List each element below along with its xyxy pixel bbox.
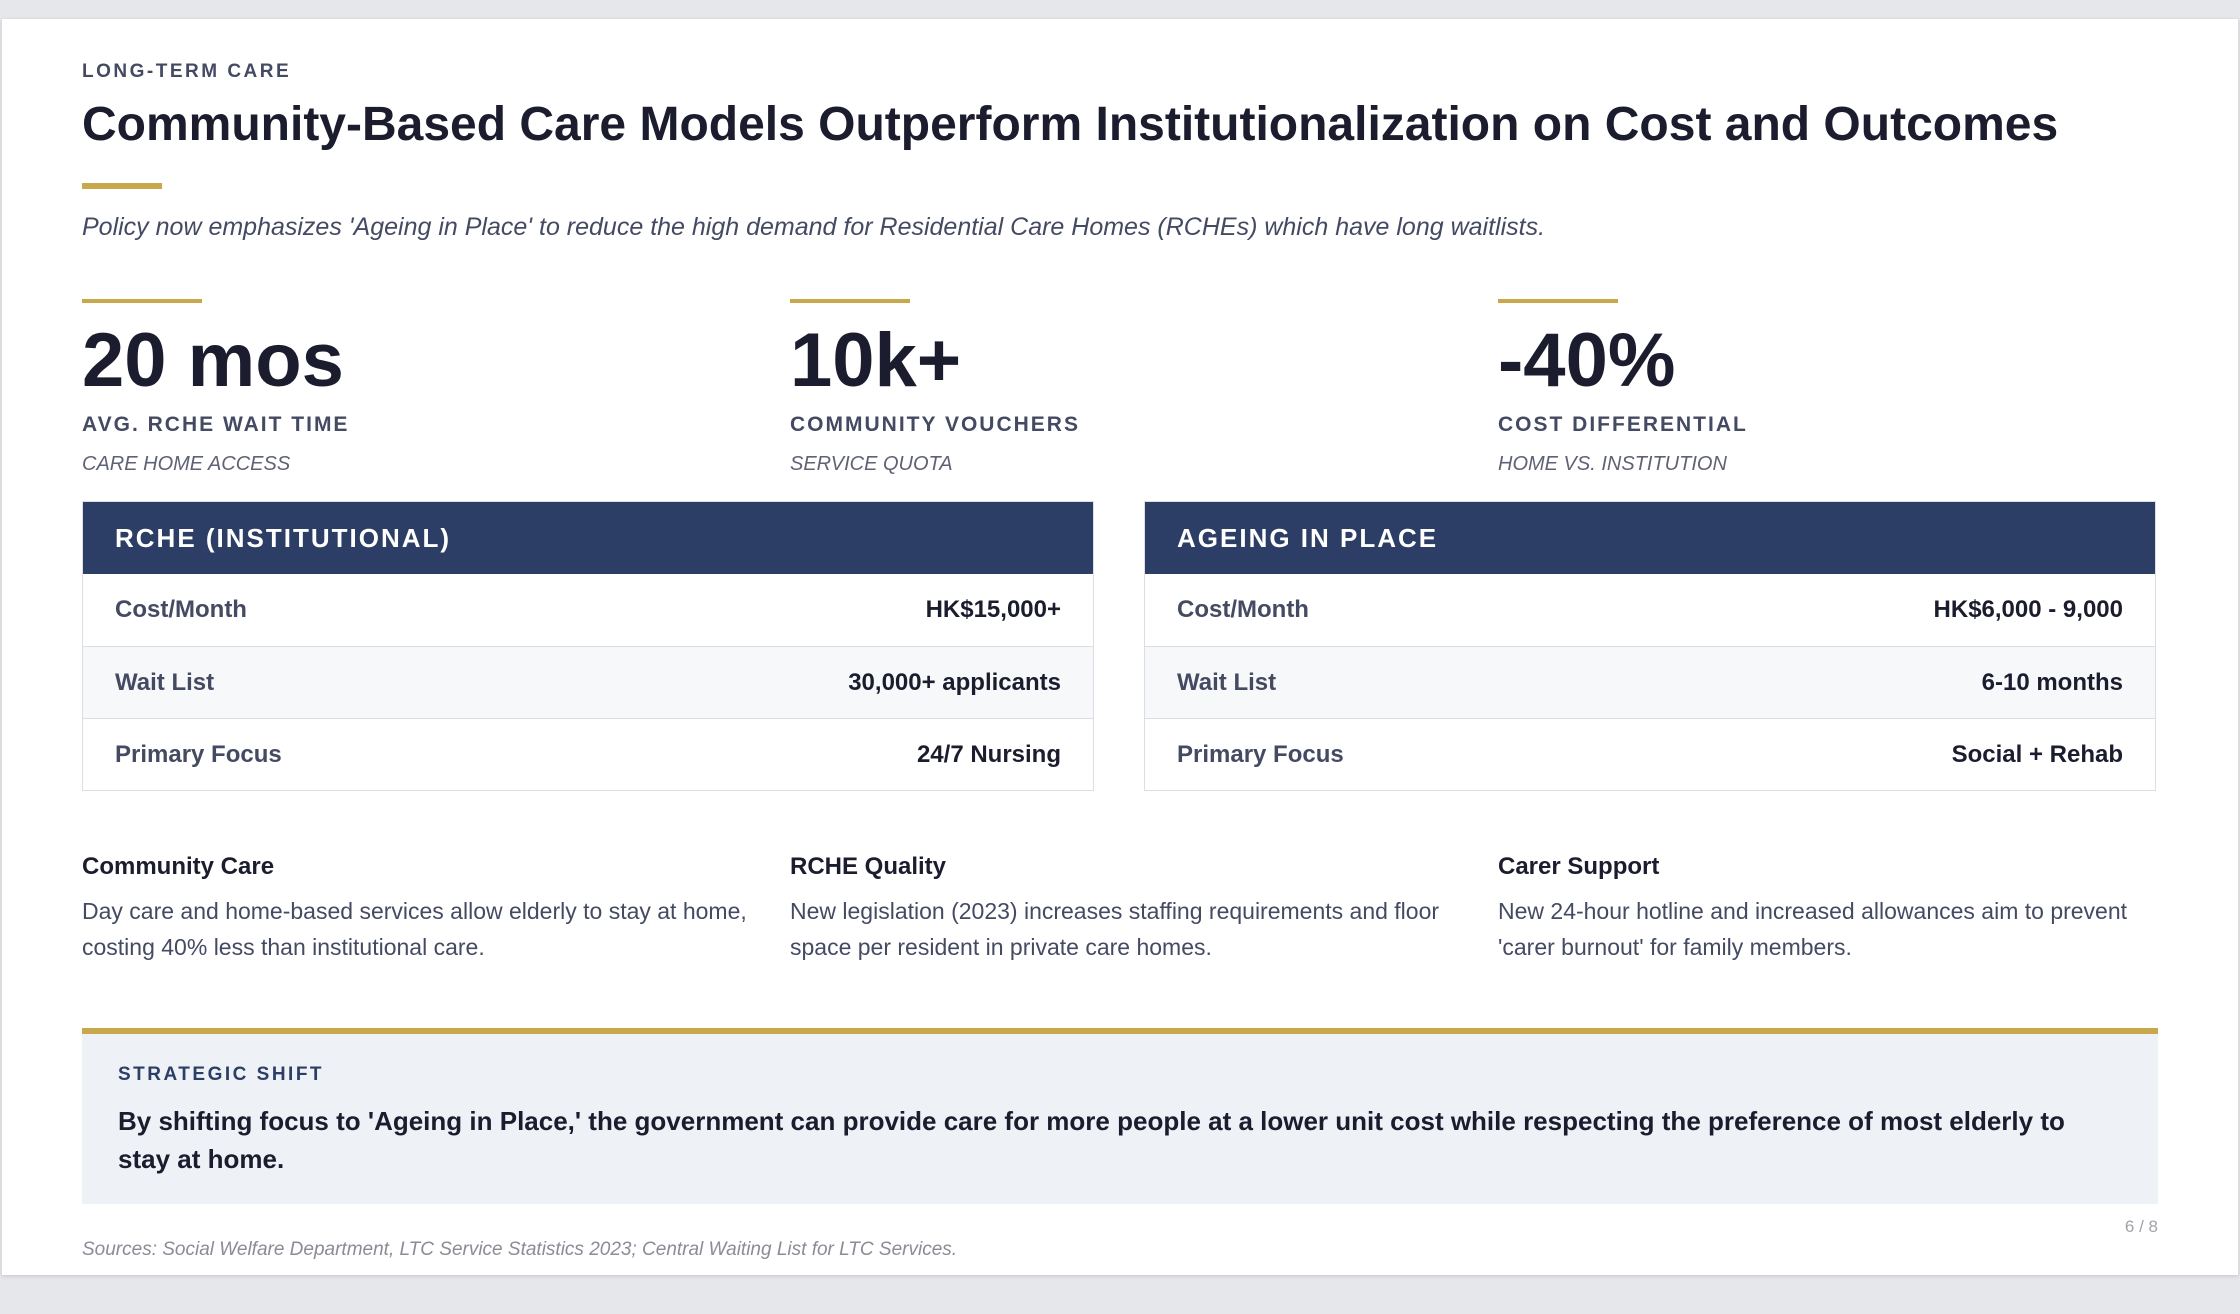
note-carer-support: Carer Support New 24-hour hotline and in… <box>1498 853 2168 965</box>
row-value: 30,000+ applicants <box>848 668 1061 696</box>
table-row: Wait List 6-10 months <box>1145 646 2155 718</box>
stat-accent-rule <box>82 299 202 303</box>
row-key: Primary Focus <box>115 740 282 768</box>
stat-value: 20 mos <box>82 318 344 403</box>
row-value: HK$15,000+ <box>925 596 1061 623</box>
table-row: Primary Focus Social + Rehab <box>1145 718 2155 790</box>
stat-cost-differential: -40% COST DIFFERENTIAL HOME VS. INSTITUT… <box>1498 299 2158 476</box>
stat-sublabel: SERVICE QUOTA <box>790 453 953 475</box>
title-accent-rule <box>82 183 162 189</box>
note-title: Carer Support <box>1498 853 1660 880</box>
row-key: Cost/Month <box>115 596 247 623</box>
stat-label: AVG. RCHE WAIT TIME <box>82 413 350 436</box>
note-title: RCHE Quality <box>790 853 947 880</box>
slide-title: Community-Based Care Models Outperform I… <box>82 98 2059 151</box>
stat-accent-rule <box>790 299 910 303</box>
callout-eyebrow: STRATEGIC SHIFT <box>118 1064 325 1085</box>
sources-footnote: Sources: Social Welfare Department, LTC … <box>82 1239 958 1260</box>
table-row: Cost/Month HK$15,000+ <box>83 574 1093 646</box>
table-row: Primary Focus 24/7 Nursing <box>83 718 1093 790</box>
slide: LONG-TERM CARE Community-Based Care Mode… <box>2 19 2238 1275</box>
strategic-shift-callout: STRATEGIC SHIFT By shifting focus to 'Ag… <box>82 1028 2158 1204</box>
comparison-table-rche: RCHE (INSTITUTIONAL) Cost/Month HK$15,00… <box>82 501 1094 791</box>
callout-text: By shifting focus to 'Ageing in Place,' … <box>118 1106 2065 1174</box>
page-number: 6 / 8 <box>2124 1217 2158 1236</box>
note-rche-quality: RCHE Quality New legislation (2023) incr… <box>790 853 1460 965</box>
row-key: Cost/Month <box>1177 596 1309 623</box>
stat-sublabel: CARE HOME ACCESS <box>82 453 291 475</box>
comparison-table-header: AGEING IN PLACE <box>1145 502 2155 574</box>
row-value: HK$6,000 - 9,000 <box>1933 596 2123 623</box>
comparison-table-header: RCHE (INSTITUTIONAL) <box>83 502 1093 574</box>
comparison-table-ageing-in-place: AGEING IN PLACE Cost/Month HK$6,000 - 9,… <box>1144 501 2156 791</box>
stat-sublabel: HOME VS. INSTITUTION <box>1498 453 1727 475</box>
slide-subtitle: Policy now emphasizes 'Ageing in Place' … <box>82 213 1546 241</box>
note-body: Day care and home-based services allow e… <box>82 898 747 960</box>
row-value: 24/7 Nursing <box>916 740 1061 768</box>
note-body: New legislation (2023) increases staffin… <box>790 898 1440 960</box>
table-row: Cost/Month HK$6,000 - 9,000 <box>1145 574 2155 646</box>
note-body: New 24-hour hotline and increased allowa… <box>1498 898 2128 960</box>
stat-value: -40% <box>1498 318 1676 403</box>
section-eyebrow: LONG-TERM CARE <box>82 61 292 82</box>
stat-value: 10k+ <box>790 318 962 403</box>
stat-label: COST DIFFERENTIAL <box>1498 413 1748 436</box>
row-key: Primary Focus <box>1177 740 1344 768</box>
note-community-care: Community Care Day care and home-based s… <box>82 853 752 965</box>
stat-community-vouchers: 10k+ COMMUNITY VOUCHERS SERVICE QUOTA <box>790 299 1450 476</box>
note-title: Community Care <box>82 853 275 880</box>
row-key: Wait List <box>115 668 215 696</box>
row-value: Social + Rehab <box>1951 740 2123 768</box>
table-row: Wait List 30,000+ applicants <box>83 646 1093 718</box>
stat-label: COMMUNITY VOUCHERS <box>790 413 1080 436</box>
stat-accent-rule <box>1498 299 1618 303</box>
stat-wait-time: 20 mos AVG. RCHE WAIT TIME CARE HOME ACC… <box>82 299 742 476</box>
row-value: 6-10 months <box>1981 668 2123 696</box>
row-key: Wait List <box>1177 668 1277 696</box>
